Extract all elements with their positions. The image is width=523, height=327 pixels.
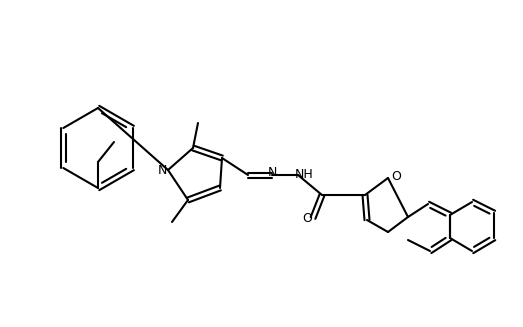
Text: N: N (267, 165, 277, 179)
Text: O: O (391, 170, 401, 183)
Text: N: N (157, 164, 167, 177)
Text: O: O (302, 213, 312, 226)
Text: NH: NH (294, 167, 313, 181)
